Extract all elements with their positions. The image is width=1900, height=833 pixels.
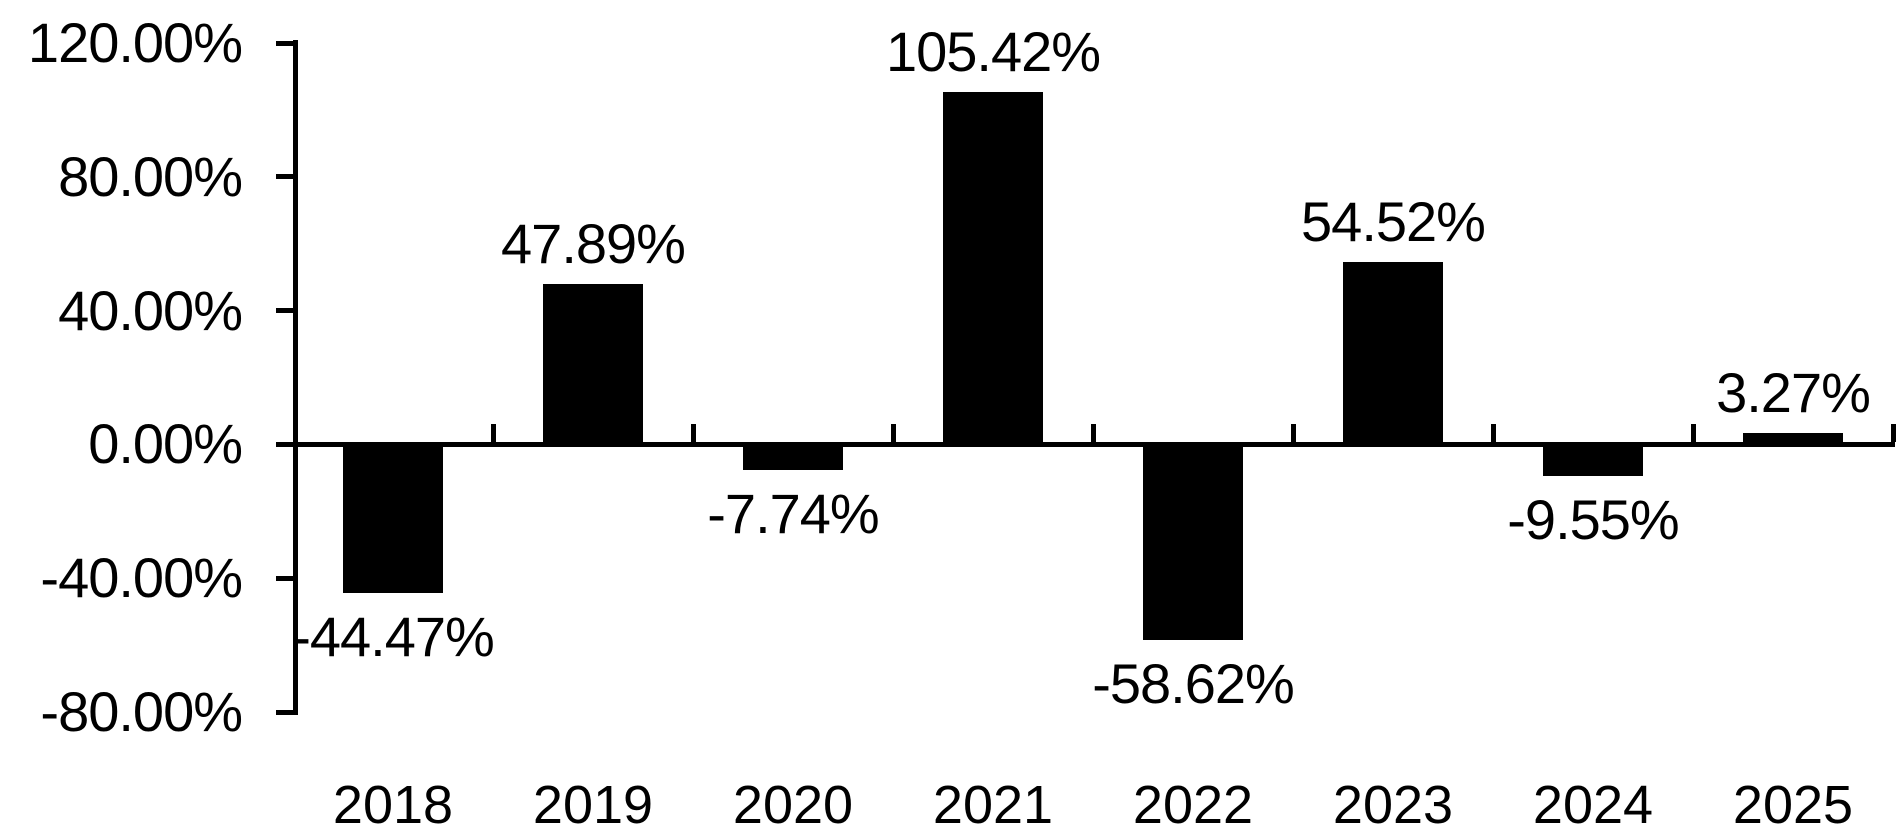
y-tick	[276, 441, 293, 447]
x-tick	[891, 423, 896, 442]
y-tick-label: 120.00%	[27, 11, 243, 74]
x-tick	[1291, 423, 1296, 442]
bar	[343, 444, 443, 594]
y-tick-label: -40.00%	[40, 546, 243, 610]
y-tick	[276, 575, 293, 581]
x-tick	[491, 423, 496, 442]
y-tick	[276, 174, 293, 180]
x-tick	[1091, 423, 1096, 442]
y-tick	[276, 709, 293, 715]
bar	[1343, 262, 1443, 445]
bar	[1143, 444, 1243, 641]
bar	[1543, 444, 1643, 477]
bar-value-label: -58.62%	[1092, 652, 1295, 716]
y-tick	[276, 308, 293, 314]
bar-value-label: 47.89%	[501, 212, 686, 276]
bar	[743, 444, 843, 471]
x-category-label: 2021	[932, 775, 1054, 833]
x-tick	[1891, 423, 1896, 442]
y-tick-label: 40.00%	[58, 278, 243, 342]
x-category-label: 2022	[1132, 775, 1254, 833]
y-axis-line	[293, 40, 298, 715]
y-tick	[276, 40, 293, 46]
bar-value-label: 3.27%	[1716, 361, 1871, 425]
bar-value-label: 105.42%	[885, 19, 1101, 83]
bar	[543, 284, 643, 445]
x-category-label: 2019	[532, 775, 654, 833]
bar-value-label: -7.74%	[707, 482, 879, 546]
x-axis-line	[293, 441, 1895, 447]
bar	[1743, 433, 1843, 445]
y-tick-label: 0.00%	[88, 412, 243, 476]
y-tick-label: 80.00%	[58, 144, 243, 208]
x-category-label: 2025	[1732, 775, 1854, 833]
y-tick-label: -80.00%	[40, 680, 243, 743]
x-tick	[1491, 423, 1496, 442]
bar	[943, 91, 1043, 445]
x-category-label: 2020	[732, 775, 854, 833]
x-tick	[691, 423, 696, 442]
x-category-label: 2023	[1332, 775, 1454, 833]
bar-value-label: -44.47%	[292, 605, 495, 669]
bar-value-label: 54.52%	[1301, 190, 1486, 254]
x-category-label: 2018	[332, 775, 454, 833]
x-tick	[1691, 423, 1696, 442]
x-category-label: 2024	[1532, 775, 1654, 833]
bar-value-label: -9.55%	[1507, 488, 1679, 552]
